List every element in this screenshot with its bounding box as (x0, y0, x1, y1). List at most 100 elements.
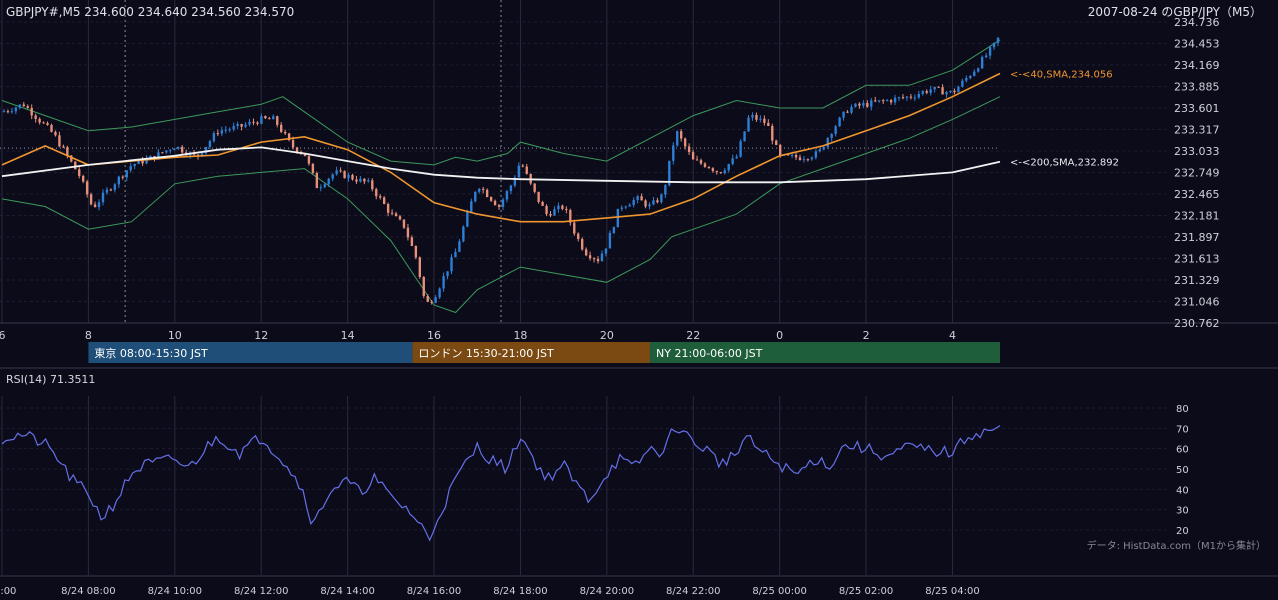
candle-body (628, 204, 631, 207)
candle-body (846, 111, 849, 113)
candle-body (810, 157, 814, 160)
candle-body (767, 122, 770, 127)
candle-body (802, 159, 806, 161)
candle-body (533, 183, 536, 192)
candle-body (256, 122, 259, 124)
axes: 234.736 234.453 234.169 233.885 233.601 233.3… (0, 16, 1220, 597)
candle-body (402, 219, 406, 228)
candle-body (771, 126, 774, 141)
bollinger-bands (1, 39, 1001, 314)
candle-body (272, 116, 275, 120)
candle-body (747, 117, 750, 132)
candle-body (481, 188, 485, 190)
candle-body (842, 111, 845, 118)
candle-body (446, 271, 449, 277)
candle-body (212, 133, 216, 142)
candle-body (137, 159, 140, 164)
candle-body (874, 100, 877, 102)
candle-body (62, 146, 65, 148)
candle-body (307, 156, 311, 164)
session-block (650, 342, 1000, 363)
rsi-time-tick-label: 8/24 18:00 (493, 586, 547, 597)
candle-body (937, 86, 940, 88)
candle-body (58, 135, 61, 147)
price-time-tick-label: 0 (776, 329, 783, 342)
candle-body (775, 140, 778, 145)
rsi-time-tick-label: 8/25 00:00 (752, 586, 806, 597)
candle-body (596, 258, 600, 262)
candle-body (268, 118, 271, 120)
rsi-tick-label: 30 (1176, 506, 1189, 517)
candle-body (901, 97, 905, 99)
candle-body (988, 47, 992, 56)
candle-body (604, 248, 608, 254)
candle-body (798, 157, 802, 161)
candle-body (240, 123, 243, 127)
candle-body (588, 255, 592, 259)
candle-body (204, 146, 208, 154)
price-time-tick-label: 6 (0, 329, 6, 342)
candle-body (430, 301, 433, 303)
candle-body (287, 133, 291, 141)
candle-body (517, 165, 521, 178)
price-tick-label: 232.465 (1174, 188, 1220, 201)
candle-body (699, 160, 703, 164)
rsi-time-tick-label: 8/24 08:00 (61, 586, 115, 597)
candle-body (434, 297, 437, 303)
candle-body (719, 172, 722, 174)
candle-body (371, 180, 374, 190)
candle-body (165, 150, 168, 153)
rsi-time-tick-label: 8/25 04:00 (925, 586, 979, 597)
candle-body (569, 210, 572, 223)
rsi-time-tick-label: 8/24 14:00 (320, 586, 374, 597)
candle-body (691, 152, 695, 160)
candle-body (620, 207, 623, 209)
rsi-tick-label: 80 (1176, 404, 1189, 415)
candle-body (394, 213, 398, 217)
grid (0, 0, 1278, 577)
candle-body (549, 214, 552, 216)
candle-body (410, 237, 414, 246)
rsi-panel: 80 70 60 50 40 30 20 (0, 404, 1189, 542)
candle-body (640, 196, 643, 201)
candle-body (616, 208, 620, 228)
candle-body (283, 131, 287, 134)
candle-body (584, 249, 588, 256)
candle-body (264, 116, 267, 119)
candle-body (113, 184, 117, 190)
rsi-time-tick-label: 8/24 10:00 (148, 586, 202, 597)
candle-body (181, 146, 184, 153)
candle-body (363, 178, 366, 182)
candle-body (648, 204, 651, 207)
candle-body (933, 86, 936, 90)
candle-body (731, 158, 734, 164)
sma-line (1, 72, 1001, 223)
candle-body (695, 159, 699, 161)
candle-body (30, 107, 33, 116)
candle-body (406, 227, 410, 238)
candle-body (422, 276, 425, 296)
candle-body (414, 245, 418, 258)
candle-body (676, 131, 679, 146)
price-tick-label: 231.329 (1174, 274, 1220, 287)
price-tick-label: 231.613 (1174, 253, 1220, 266)
candle-body (18, 104, 22, 108)
price-time-tick-label: 14 (341, 329, 355, 342)
candle-body (379, 196, 382, 198)
candle-body (806, 159, 810, 161)
moving-averages: <-<40,SMA,234.056 <-<200,SMA,232.892 (1, 70, 1119, 223)
candle-body (489, 196, 493, 201)
candle-body (315, 173, 319, 189)
candle-body (573, 222, 576, 234)
candle-body (339, 170, 342, 172)
candle-body (929, 89, 932, 93)
price-tick-label: 234.453 (1174, 38, 1220, 51)
candle-body (743, 131, 746, 142)
rsi-time-tick-label: 8/24 16:00 (407, 586, 461, 597)
candle-body (949, 90, 952, 93)
price-time-tick-label: 8 (85, 329, 92, 342)
candlesticks (2, 37, 1000, 305)
candle-body (834, 126, 837, 134)
candle-body (208, 141, 212, 147)
candle-body (220, 130, 223, 134)
